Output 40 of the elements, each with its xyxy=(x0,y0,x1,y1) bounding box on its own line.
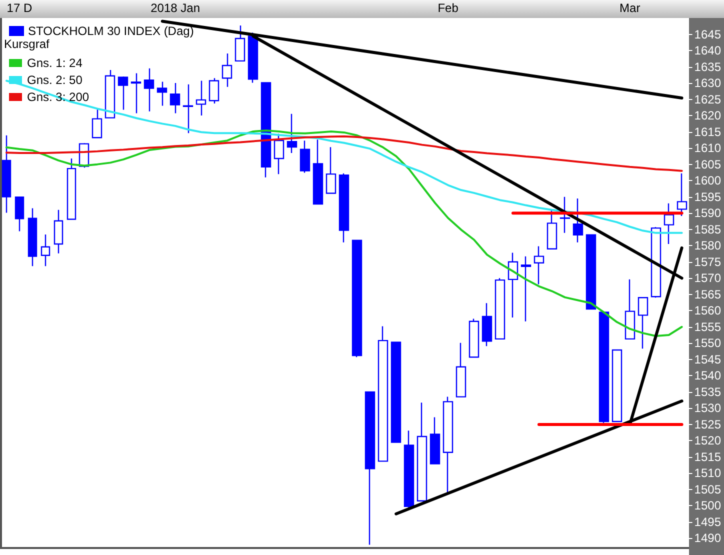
y-tick-label: 1645 xyxy=(694,27,722,42)
y-tick-label: 1615 xyxy=(694,124,722,139)
x-tick-label: 2018 Jan xyxy=(150,1,200,15)
y-tick-label: 1565 xyxy=(694,287,722,302)
y-tick-label: 1640 xyxy=(694,44,722,58)
y-tick-label: 1575 xyxy=(694,254,722,269)
y-tick-label: 1525 xyxy=(694,417,722,432)
legend-label: Gns. 1: 24 xyxy=(27,56,83,70)
legend-label: Gns. 2: 50 xyxy=(27,73,83,87)
y-tick-label: 1535 xyxy=(694,384,722,399)
y-tick-label: 1630 xyxy=(694,76,722,90)
y-tick-label: 1545 xyxy=(694,352,722,366)
y-tick-label: 1530 xyxy=(694,401,722,416)
y-tick-label: 1635 xyxy=(694,60,722,74)
y-tick-label: 1495 xyxy=(694,514,722,529)
y-tick-label: 1515 xyxy=(694,450,722,464)
y-tick-label: 1595 xyxy=(694,190,722,204)
y-tick-label: 1590 xyxy=(694,206,722,220)
legend-title: Kursgraf xyxy=(4,37,50,51)
y-tick-label: 1585 xyxy=(694,222,722,236)
y-tick-label: 1520 xyxy=(694,434,722,448)
x-tick-label: Mar xyxy=(620,1,640,15)
legend-label: STOCKHOLM 30 INDEX (Dag) xyxy=(28,24,194,38)
y-tick-label: 1550 xyxy=(694,336,722,350)
y-tick-label: 1570 xyxy=(694,271,722,286)
x-tick-label: Feb xyxy=(438,1,459,15)
y-tick-label: 1620 xyxy=(694,108,722,123)
y-tick-label: 1580 xyxy=(694,238,722,253)
y-tick-label: 1505 xyxy=(694,482,722,496)
y-tick-label: 1490 xyxy=(694,531,722,546)
y-tick-label: 1625 xyxy=(694,92,722,106)
x-tick-label: 17 D xyxy=(6,1,32,15)
y-tick-label: 1555 xyxy=(694,320,722,334)
y-tick-label: 1500 xyxy=(694,498,722,513)
y-tick-label: 1610 xyxy=(694,141,722,156)
y-tick-label: 1560 xyxy=(694,304,722,318)
y-tick-label: 1600 xyxy=(694,174,722,188)
y-tick-label: 1540 xyxy=(694,368,722,383)
y-tick-label: 1605 xyxy=(694,157,722,172)
y-tick-label: 1510 xyxy=(694,466,722,480)
